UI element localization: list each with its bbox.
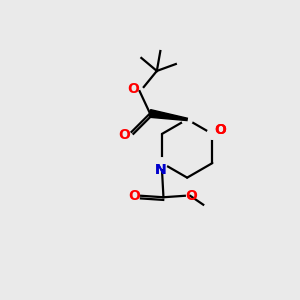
Text: O: O xyxy=(127,82,139,96)
Text: O: O xyxy=(185,189,197,203)
Text: O: O xyxy=(214,123,226,137)
Text: O: O xyxy=(214,123,226,137)
Text: N: N xyxy=(154,163,166,177)
Text: O: O xyxy=(128,189,140,203)
Polygon shape xyxy=(149,110,187,121)
Circle shape xyxy=(157,158,167,168)
Circle shape xyxy=(207,129,218,139)
Circle shape xyxy=(182,114,193,125)
Text: N: N xyxy=(154,163,166,177)
Text: O: O xyxy=(118,128,130,142)
